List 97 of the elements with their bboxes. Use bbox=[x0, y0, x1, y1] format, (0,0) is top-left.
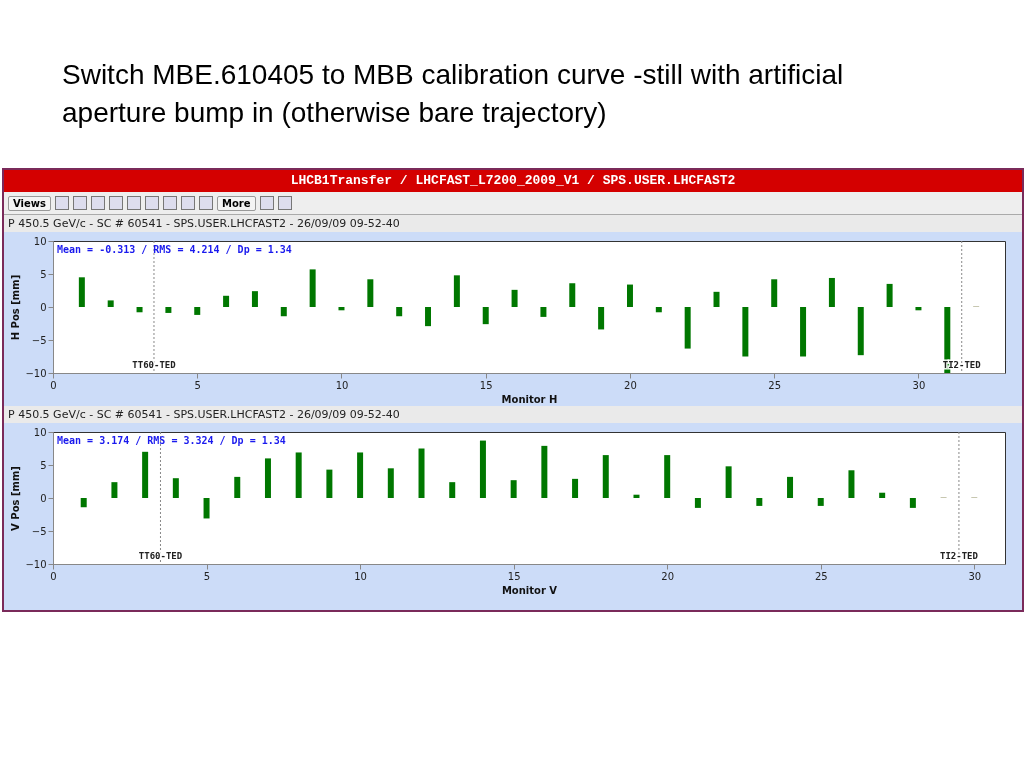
bar bbox=[541, 445, 548, 498]
bar bbox=[295, 452, 302, 498]
bar bbox=[387, 468, 394, 498]
x-tick-label: 20 bbox=[624, 379, 637, 391]
bar bbox=[664, 455, 671, 498]
bar bbox=[828, 277, 835, 307]
bar bbox=[264, 458, 271, 498]
bar bbox=[107, 300, 114, 307]
x-tick-label: 25 bbox=[768, 379, 782, 391]
bar bbox=[453, 275, 460, 307]
bar bbox=[572, 478, 579, 498]
y-axis-title: V Pos [mm] bbox=[10, 466, 22, 531]
x-tick-label: 0 bbox=[50, 570, 57, 582]
bar bbox=[886, 283, 893, 307]
y-tick-label: 5 bbox=[40, 268, 47, 280]
x-axis-title: Monitor V bbox=[501, 584, 558, 596]
bar bbox=[598, 307, 605, 330]
bar bbox=[482, 307, 489, 325]
bar bbox=[800, 307, 807, 357]
x-axis-title: Monitor H bbox=[501, 393, 558, 405]
ref-line-label: TT60-TED bbox=[138, 551, 183, 561]
bar bbox=[136, 307, 143, 313]
bar bbox=[479, 440, 486, 498]
text: LHCB1Transfer / LHCFAST_L7200_2009_V1 / SPS.USER.LHCFAST2 bbox=[4, 170, 1022, 192]
x-tick-label: 25 bbox=[814, 570, 828, 582]
x-tick-label: 30 bbox=[912, 379, 926, 391]
x-tick-label: 5 bbox=[194, 379, 201, 391]
bar bbox=[771, 279, 778, 307]
y-tick-label: −5 bbox=[31, 525, 47, 537]
bar bbox=[223, 295, 230, 307]
bar bbox=[857, 307, 864, 356]
y-tick-label: 5 bbox=[40, 459, 47, 471]
y-tick-label: 10 bbox=[33, 235, 47, 247]
y-tick-label: −10 bbox=[25, 558, 47, 570]
bar bbox=[742, 307, 749, 357]
bar bbox=[309, 269, 316, 307]
bar bbox=[78, 277, 85, 307]
bar bbox=[725, 466, 732, 498]
y-tick-label: 0 bbox=[40, 492, 47, 504]
text: Switch MBE.610405 to MBB calibration curve -still with artificial aperture bump in (otherwise bare trajectory) bbox=[62, 58, 845, 130]
bar bbox=[418, 448, 425, 498]
text: More bbox=[216, 195, 256, 211]
bar bbox=[569, 283, 576, 307]
bar bbox=[909, 498, 916, 508]
bar bbox=[357, 452, 364, 498]
bar bbox=[540, 307, 547, 317]
bar bbox=[425, 307, 432, 327]
bar bbox=[756, 498, 763, 506]
text: P 450.5 GeV/c - SC # 60541 - SPS.USER.LHCFAST2 - 26/09/09 09-52-40 bbox=[8, 408, 400, 421]
bar bbox=[787, 476, 794, 498]
bar bbox=[172, 478, 179, 498]
x-tick-label: 15 bbox=[507, 570, 521, 582]
bar bbox=[602, 455, 609, 498]
bar bbox=[338, 307, 345, 311]
bar bbox=[511, 289, 518, 307]
bar bbox=[194, 307, 201, 315]
bar bbox=[165, 307, 172, 313]
bar bbox=[848, 470, 855, 498]
y-tick-label: 0 bbox=[40, 301, 47, 313]
x-tick-label: 0 bbox=[50, 379, 57, 391]
text: Views bbox=[8, 195, 51, 211]
bar bbox=[633, 494, 640, 498]
bar bbox=[326, 469, 333, 498]
bar bbox=[694, 498, 701, 508]
bar bbox=[142, 451, 149, 498]
y-tick-label: 10 bbox=[33, 426, 47, 438]
annotation: Mean = -0.313 / RMS = 4.214 / Dp = 1.34 bbox=[57, 244, 292, 255]
bar bbox=[203, 498, 210, 519]
x-tick-label: 5 bbox=[203, 570, 211, 582]
bar bbox=[655, 307, 662, 313]
text: P 450.5 GeV/c - SC # 60541 - SPS.USER.LHCFAST2 - 26/09/09 09-52-40 bbox=[8, 217, 400, 230]
x-tick-label: 15 bbox=[479, 379, 493, 391]
bar bbox=[915, 307, 922, 311]
y-tick-label: −5 bbox=[31, 334, 47, 346]
bar bbox=[234, 476, 241, 498]
bar bbox=[684, 307, 691, 349]
bar bbox=[396, 307, 403, 317]
ref-line-label: TI2-TED bbox=[939, 551, 979, 561]
x-tick-label: 10 bbox=[354, 570, 367, 582]
bar bbox=[251, 291, 258, 307]
bar bbox=[80, 498, 87, 508]
x-tick-label: 10 bbox=[335, 379, 349, 391]
bar bbox=[449, 482, 456, 498]
y-tick-label: −10 bbox=[25, 367, 47, 379]
y-axis-title: H Pos [mm] bbox=[10, 274, 22, 341]
x-tick-label: 20 bbox=[661, 570, 675, 582]
annotation: Mean = 3.174 / RMS = 3.324 / Dp = 1.34 bbox=[57, 435, 286, 446]
bar bbox=[626, 284, 633, 307]
bar bbox=[713, 291, 720, 307]
bar bbox=[879, 492, 886, 498]
x-tick-label: 30 bbox=[968, 570, 982, 582]
bar bbox=[280, 307, 287, 317]
ref-line-label: TT60-TED bbox=[132, 360, 177, 370]
bar bbox=[510, 480, 517, 498]
bar bbox=[111, 482, 118, 498]
bar bbox=[817, 498, 824, 506]
bar bbox=[367, 279, 374, 307]
